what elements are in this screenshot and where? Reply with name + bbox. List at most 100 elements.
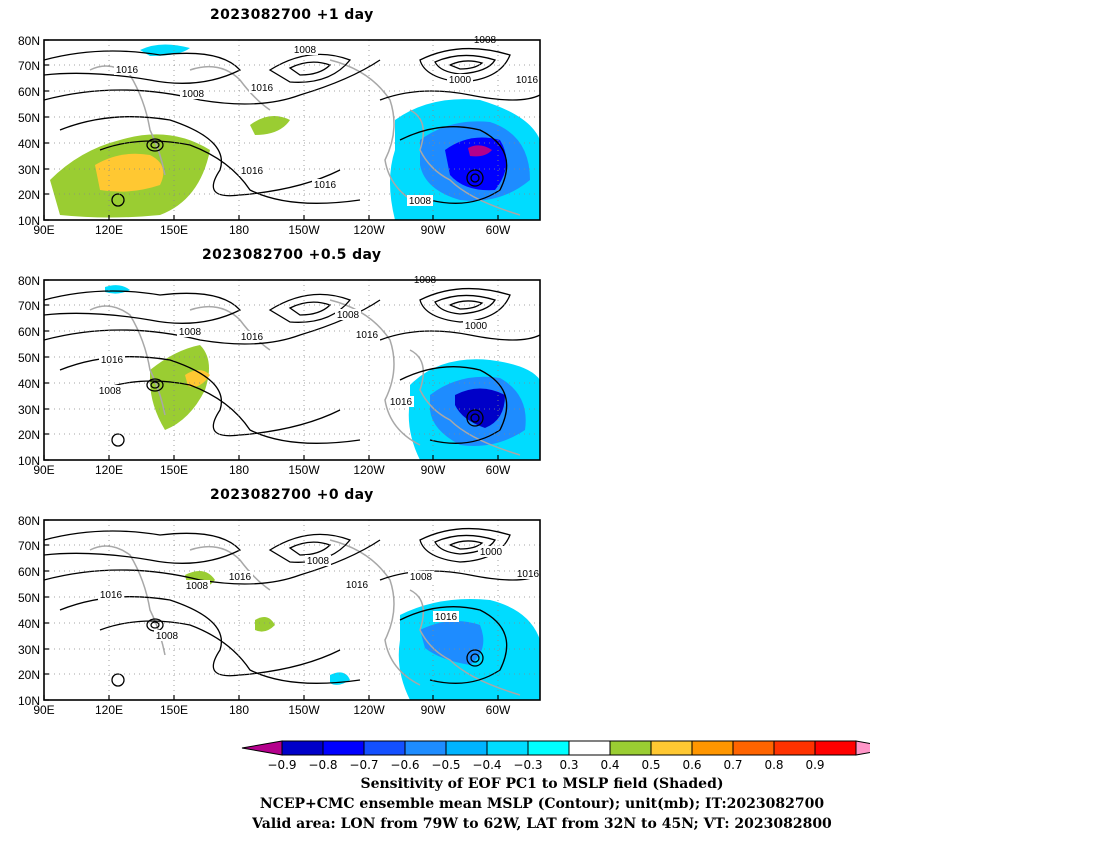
- lon-tick-label: 90W: [421, 223, 446, 237]
- contour-label-bg: [239, 165, 265, 176]
- contour-label-bg: [388, 396, 414, 407]
- lon-tick-label: 60W: [486, 703, 511, 717]
- contour-label: 1016: [116, 65, 139, 76]
- mslp-contour: [470, 653, 480, 663]
- lat-tick-label: 40N: [18, 617, 40, 631]
- contour-label: 1016: [251, 83, 274, 94]
- contour-label: 1000: [480, 547, 503, 558]
- colorbar-swatch: [732, 740, 775, 756]
- mslp-contour: [268, 293, 352, 323]
- lon-tick-label: 90E: [33, 703, 54, 717]
- colorbar-swatch: [691, 740, 734, 756]
- mslp-contour: [99, 140, 361, 204]
- lat-tick-label: 20N: [18, 668, 40, 682]
- mslp-contour: [399, 606, 508, 684]
- lat-tick-label: 20N: [18, 188, 40, 202]
- colorbar-label: 0.5: [641, 758, 660, 772]
- lat-tick-label: 30N: [18, 403, 40, 417]
- mslp-contour: [111, 673, 125, 687]
- contour-label: 1016: [435, 612, 458, 623]
- contour-label-bg: [98, 589, 124, 600]
- contour-label: 1016: [229, 572, 252, 583]
- contour-label-bg: [292, 44, 318, 55]
- coastline: [329, 299, 421, 446]
- lon-tick-label: 60W: [486, 463, 511, 477]
- contour-label-bg: [344, 579, 370, 590]
- lon-tick-label: 90W: [421, 463, 446, 477]
- lat-tick-label: 10N: [18, 694, 40, 708]
- colorbar-swatch: [814, 740, 857, 756]
- caption-line-2: NCEP+CMC ensemble mean MSLP (Contour); u…: [259, 796, 825, 812]
- contour-label-bg: [249, 82, 275, 93]
- contour-label: 1016: [100, 590, 123, 601]
- contour-label: 1000: [449, 75, 472, 86]
- contour-label: 1008: [410, 572, 433, 583]
- contour-label: 1008: [337, 310, 360, 321]
- coastline: [329, 539, 421, 686]
- sensitivity-shade: [95, 153, 164, 192]
- mslp-contour: [379, 570, 541, 581]
- lat-tick-label: 70N: [18, 539, 40, 553]
- contour-label: 1008: [307, 556, 330, 567]
- contour-label-bg: [312, 179, 338, 190]
- mslp-contour: [99, 620, 361, 684]
- lat-tick-label: 50N: [18, 111, 40, 125]
- sensitivity-shade: [468, 145, 492, 157]
- contour-label-bg: [514, 74, 540, 85]
- contour-label: 1016: [390, 397, 413, 408]
- lat-tick-label: 30N: [18, 163, 40, 177]
- colorbar-label: −0.7: [349, 758, 378, 772]
- lon-tick-label: 120W: [353, 463, 385, 477]
- contour-label: 1016: [356, 330, 379, 341]
- lat-tick-label: 70N: [18, 59, 40, 73]
- colorbar-swatch: [322, 740, 365, 756]
- contour-label: 1016: [314, 180, 337, 191]
- contour-label-bg: [97, 385, 123, 396]
- lon-tick-label: 120W: [353, 703, 385, 717]
- colorbar-swatch: [404, 740, 447, 756]
- mslp-contour: [466, 409, 484, 427]
- contour-label-bg: [478, 546, 504, 557]
- lon-tick-label: 90E: [33, 223, 54, 237]
- mslp-contour: [43, 290, 242, 324]
- colorbar-swatch: [445, 740, 488, 756]
- contour-label-bg: [227, 571, 253, 582]
- lon-tick-label: 90W: [421, 703, 446, 717]
- lon-tick-label: 150W: [288, 703, 320, 717]
- colorbar-label: 0.3: [559, 758, 578, 772]
- panel-1: 2023082700 +1 day 1008 1016 1008 1016 1016 10…: [0, 0, 560, 240]
- mslp-contour: [43, 299, 381, 345]
- mslp-contour: [379, 90, 541, 101]
- mslp-contour: [150, 621, 160, 629]
- mslp-contour: [434, 54, 496, 75]
- contour-label-bg: [99, 354, 125, 365]
- contour-label-bg: [407, 195, 433, 206]
- contour-label-bg: [154, 630, 180, 641]
- mslp-contour: [379, 330, 541, 341]
- colorbar-label: −0.6: [390, 758, 419, 772]
- colorbar-swatch: [363, 740, 406, 756]
- contour-label: 1008: [294, 45, 317, 56]
- lon-tick-label: 180: [229, 703, 249, 717]
- contour-label: 1016: [101, 355, 124, 366]
- contour-label: 1016: [241, 332, 264, 343]
- contour-label: 1008: [156, 631, 179, 642]
- colorbar-swatch: [773, 740, 816, 756]
- contour-label: 1008: [186, 581, 209, 592]
- lon-tick-label: 60W: [486, 223, 511, 237]
- mslp-contour: [99, 380, 361, 444]
- coastline: [89, 305, 166, 416]
- mslp-contour: [43, 59, 381, 105]
- colorbar-label: 0.7: [723, 758, 742, 772]
- contour-label: 1016: [516, 75, 539, 86]
- mslp-contour: [470, 173, 480, 183]
- panel-title: 2023082700 +0.5 day: [202, 247, 382, 263]
- mslp-contour: [288, 541, 332, 556]
- lon-tick-label: 150W: [288, 223, 320, 237]
- contour-label: 1016: [346, 580, 369, 591]
- mslp-contour: [466, 169, 484, 187]
- mslp-contour: [59, 116, 341, 197]
- sensitivity-shade: [185, 370, 210, 387]
- mslp-contour: [466, 649, 484, 667]
- contour-label-bg: [463, 320, 489, 331]
